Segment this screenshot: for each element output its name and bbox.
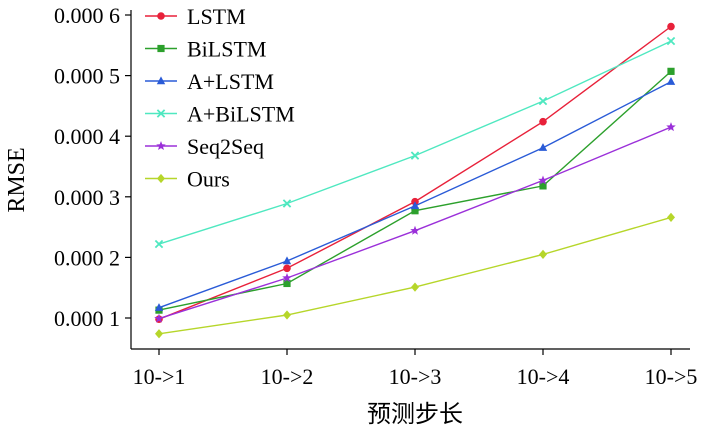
data-point	[154, 313, 164, 323]
data-point	[154, 303, 164, 311]
x-tick-label: 10->5	[645, 364, 698, 389]
data-point	[538, 143, 548, 151]
legend-item: LSTM	[145, 4, 246, 29]
legend-label: A+LSTM	[187, 69, 274, 94]
x-tick-label: 10->2	[261, 364, 314, 389]
y-tick-label: 0.000 4	[54, 124, 120, 149]
legend-item: Ours	[145, 167, 230, 192]
data-point	[283, 279, 291, 288]
y-tick-label: 0.000 2	[54, 245, 120, 270]
legend-marker	[156, 141, 166, 151]
legend-label: BiLSTM	[187, 37, 266, 62]
y-ticks: 0.000 1 0.000 2 0.000 3 0.000 4 0.000 5 0.000…	[54, 3, 131, 331]
data-point	[539, 182, 547, 190]
legend-item: A+LSTM	[145, 69, 274, 94]
legend-marker	[157, 173, 165, 184]
series-a-bilstm	[154, 36, 676, 249]
data-point	[154, 239, 164, 249]
data-point	[538, 175, 548, 185]
data-point	[666, 36, 676, 46]
data-point	[538, 96, 548, 106]
series-lstm	[155, 22, 675, 324]
data-point	[410, 201, 420, 210]
x-ticks: 10->1 10->2 10->3 10->4 10->5	[133, 349, 698, 389]
series-a-lstm	[154, 77, 676, 311]
series-ours	[155, 212, 675, 339]
data-point	[410, 151, 420, 160]
legend-item: A+BiLSTM	[145, 102, 295, 127]
data-point	[539, 117, 547, 126]
data-point	[666, 122, 676, 132]
y-tick-label: 0.000 5	[54, 64, 120, 89]
x-tick-label: 10->3	[389, 364, 442, 389]
legend-marker	[157, 12, 165, 20]
legend-label: Ours	[187, 167, 230, 192]
data-point	[283, 264, 291, 273]
y-tick-label: 0.000 1	[54, 306, 120, 331]
x-tick-label: 10->4	[517, 364, 570, 389]
legend-marker	[156, 76, 166, 85]
data-point	[283, 310, 291, 320]
series-line	[158, 216, 672, 335]
data-point	[410, 225, 420, 235]
data-point	[539, 249, 547, 259]
data-point	[282, 199, 292, 208]
x-axis-label: 预测步长	[367, 401, 463, 428]
legend-label: Seq2Seq	[187, 134, 264, 159]
data-point	[667, 22, 675, 31]
legend-label: A+BiLSTM	[187, 102, 295, 127]
legend-marker	[156, 109, 166, 118]
y-tick-label: 0.000 6	[54, 3, 120, 28]
legend-label: LSTM	[187, 4, 246, 29]
legend-item: Seq2Seq	[145, 134, 264, 159]
data-point	[282, 256, 292, 265]
data-point	[411, 282, 419, 292]
y-axis-label: RMSE	[4, 147, 30, 212]
data-point	[411, 207, 419, 215]
data-point	[282, 273, 292, 283]
data-point	[666, 77, 676, 85]
axes	[130, 10, 690, 350]
series-layer	[154, 22, 676, 339]
legend-item: BiLSTM	[145, 37, 266, 62]
data-point	[155, 329, 163, 339]
y-tick-label: 0.000 3	[54, 185, 120, 210]
series-seq2seq	[154, 122, 676, 323]
x-tick-label: 10->1	[133, 364, 186, 389]
data-point	[667, 67, 675, 75]
data-point	[667, 212, 675, 223]
legend: LSTM BiLSTM A+LSTM A+BiLSTM Seq2Seq Ours	[145, 4, 295, 192]
legend-marker	[157, 44, 165, 53]
